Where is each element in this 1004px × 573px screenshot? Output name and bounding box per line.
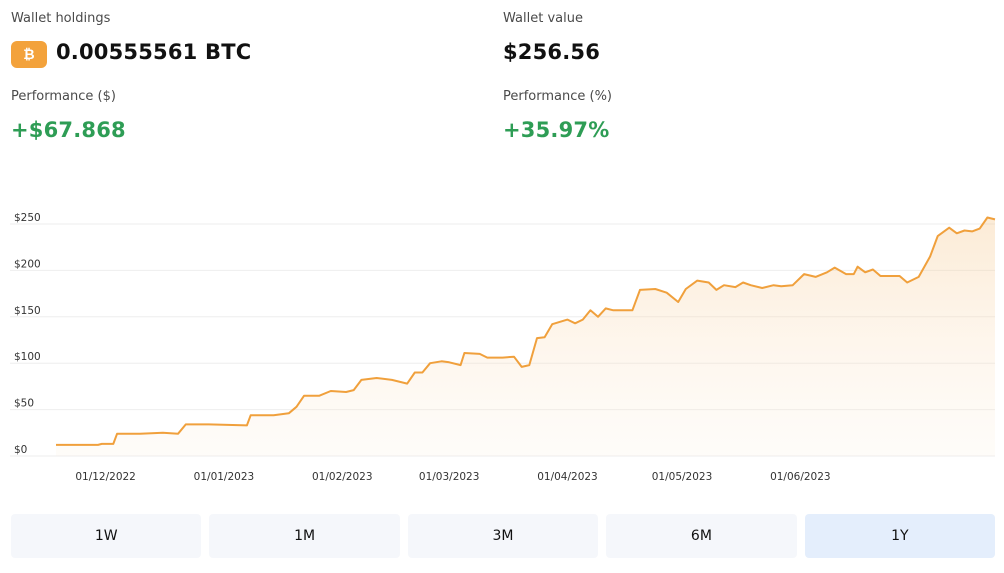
x-tick-label: 01/04/2023 [537, 471, 598, 483]
x-tick-label: 01/03/2023 [419, 471, 480, 483]
x-axis: 01/12/2022 01/01/2023 01/02/2023 01/03/2023… [75, 471, 830, 483]
y-tick-label: $0 [14, 444, 27, 456]
range-button-1y[interactable]: 1Y [804, 514, 996, 558]
wallet-value-chart[interactable]: $0 $50 $100 $150 $200 $250 01/12/2022 01/01/20… [0, 200, 1004, 490]
x-tick-label: 01/05/2023 [652, 471, 713, 483]
wallet-holdings-label: Wallet holdings [11, 11, 111, 26]
y-tick-label: $150 [14, 305, 41, 317]
performance-pct-value: +35.97% [503, 118, 610, 142]
value-line [56, 216, 996, 446]
range-button-1m[interactable]: 1M [209, 514, 400, 558]
x-tick-label: 01/12/2022 [75, 471, 136, 483]
range-button-6m[interactable]: 6M [606, 514, 797, 558]
x-tick-label: 01/06/2023 [770, 471, 831, 483]
wallet-value-amount: $256.56 [503, 40, 601, 64]
value-area [56, 217, 995, 456]
y-axis: $0 $50 $100 $150 $200 $250 [14, 212, 41, 456]
performance-usd-label: Performance ($) [11, 89, 116, 104]
x-tick-label: 01/01/2023 [194, 471, 255, 483]
wallet-value-label: Wallet value [503, 11, 583, 26]
range-button-1w[interactable]: 1W [11, 514, 202, 558]
y-tick-label: $100 [14, 351, 41, 363]
performance-pct-label: Performance (%) [503, 89, 613, 104]
y-tick-label: $200 [14, 258, 41, 270]
x-tick-label: 01/02/2023 [312, 471, 373, 483]
wallet-holdings-value: 0.00555561 BTC [56, 40, 252, 64]
bitcoin-icon: ₿ [11, 41, 47, 68]
y-tick-label: $250 [14, 212, 41, 224]
time-range-selector: 1W 1M 3M 6M 1Y [11, 514, 996, 558]
performance-usd-value: +$67.868 [11, 118, 126, 142]
range-button-3m[interactable]: 3M [407, 514, 599, 558]
y-tick-label: $50 [14, 398, 34, 410]
